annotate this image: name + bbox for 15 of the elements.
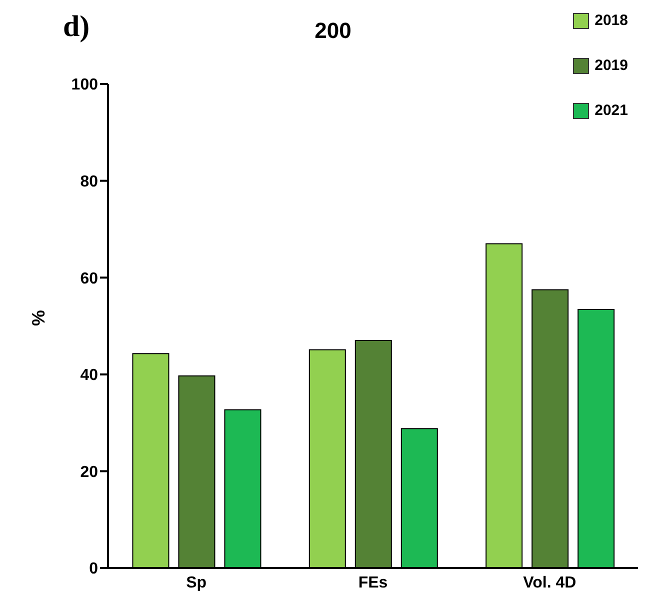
- y-tick-label: 80: [80, 173, 98, 190]
- y-tick-label: 60: [80, 270, 98, 288]
- y-tick-label: 40: [80, 367, 98, 384]
- legend-label: 2019: [594, 57, 628, 74]
- y-tick-label: 20: [80, 464, 98, 481]
- legend-label: 2018: [594, 12, 628, 29]
- y-tick-label: 0: [89, 560, 98, 578]
- y-axis-title: %: [28, 310, 48, 326]
- legend-label: 2021: [594, 102, 628, 119]
- text: d): [63, 10, 90, 44]
- x-tick-label: Sp: [186, 574, 207, 592]
- y-tick-label: 100: [71, 76, 98, 94]
- x-tick-label: Vol. 4D: [523, 574, 576, 592]
- x-tick-label: FEs: [358, 574, 388, 592]
- chart-title: 200: [314, 18, 352, 44]
